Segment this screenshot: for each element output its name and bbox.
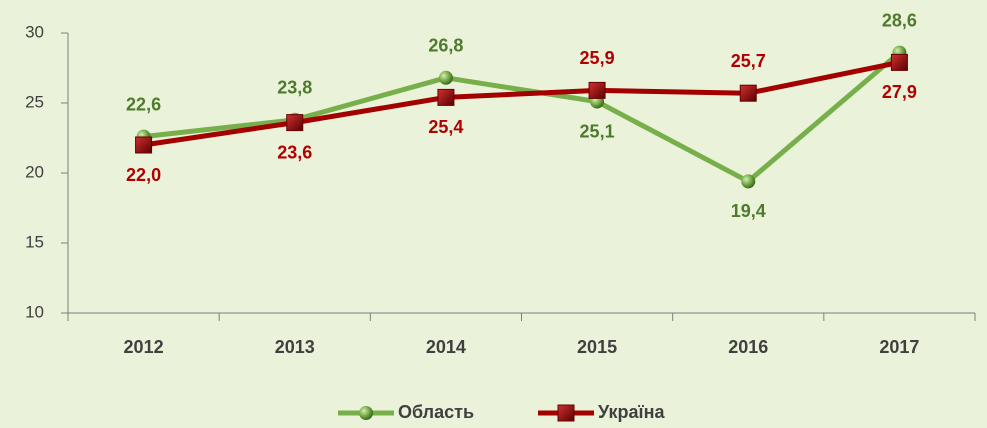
point: [359, 406, 373, 420]
x-tick-label: 2014: [426, 337, 466, 357]
data-label: 22,6: [126, 94, 161, 114]
x-tick-label: 2015: [577, 337, 617, 357]
point: [890, 53, 908, 71]
point: [557, 404, 575, 422]
data-label: 23,6: [277, 142, 312, 162]
x-tick-label: 2016: [728, 337, 768, 357]
data-label: 23,8: [277, 78, 312, 98]
y-tick-label: 30: [25, 22, 44, 41]
x-tick-label: 2012: [124, 337, 164, 357]
legend-item: Область: [338, 402, 474, 422]
data-label: 25,4: [428, 117, 463, 137]
data-label: 19,4: [731, 201, 766, 221]
series-line: [143, 59, 900, 148]
point: [741, 174, 756, 189]
y-tick-label: 15: [25, 232, 44, 251]
data-label: 26,8: [428, 36, 463, 56]
y-tick-label: 20: [25, 162, 44, 181]
legend-label: Область: [398, 402, 474, 422]
legend-item: Україна: [538, 402, 665, 422]
data-label: 25,7: [731, 51, 766, 71]
y-tick-label: 10: [25, 302, 44, 321]
point: [135, 136, 153, 154]
point: [286, 114, 304, 132]
point: [588, 81, 606, 99]
data-label: 25,1: [580, 121, 615, 141]
legend-label: Україна: [598, 402, 665, 422]
x-tick-label: 2017: [879, 337, 919, 357]
data-label: 28,6: [882, 10, 917, 30]
data-label: 27,9: [882, 82, 917, 102]
point: [739, 84, 757, 102]
series-line: [143, 50, 902, 184]
data-label: 25,9: [580, 48, 615, 68]
data-label: 22,0: [126, 165, 161, 185]
x-tick-label: 2013: [275, 337, 315, 357]
y-tick-label: 25: [25, 92, 44, 111]
point: [437, 88, 455, 106]
point: [438, 70, 453, 85]
